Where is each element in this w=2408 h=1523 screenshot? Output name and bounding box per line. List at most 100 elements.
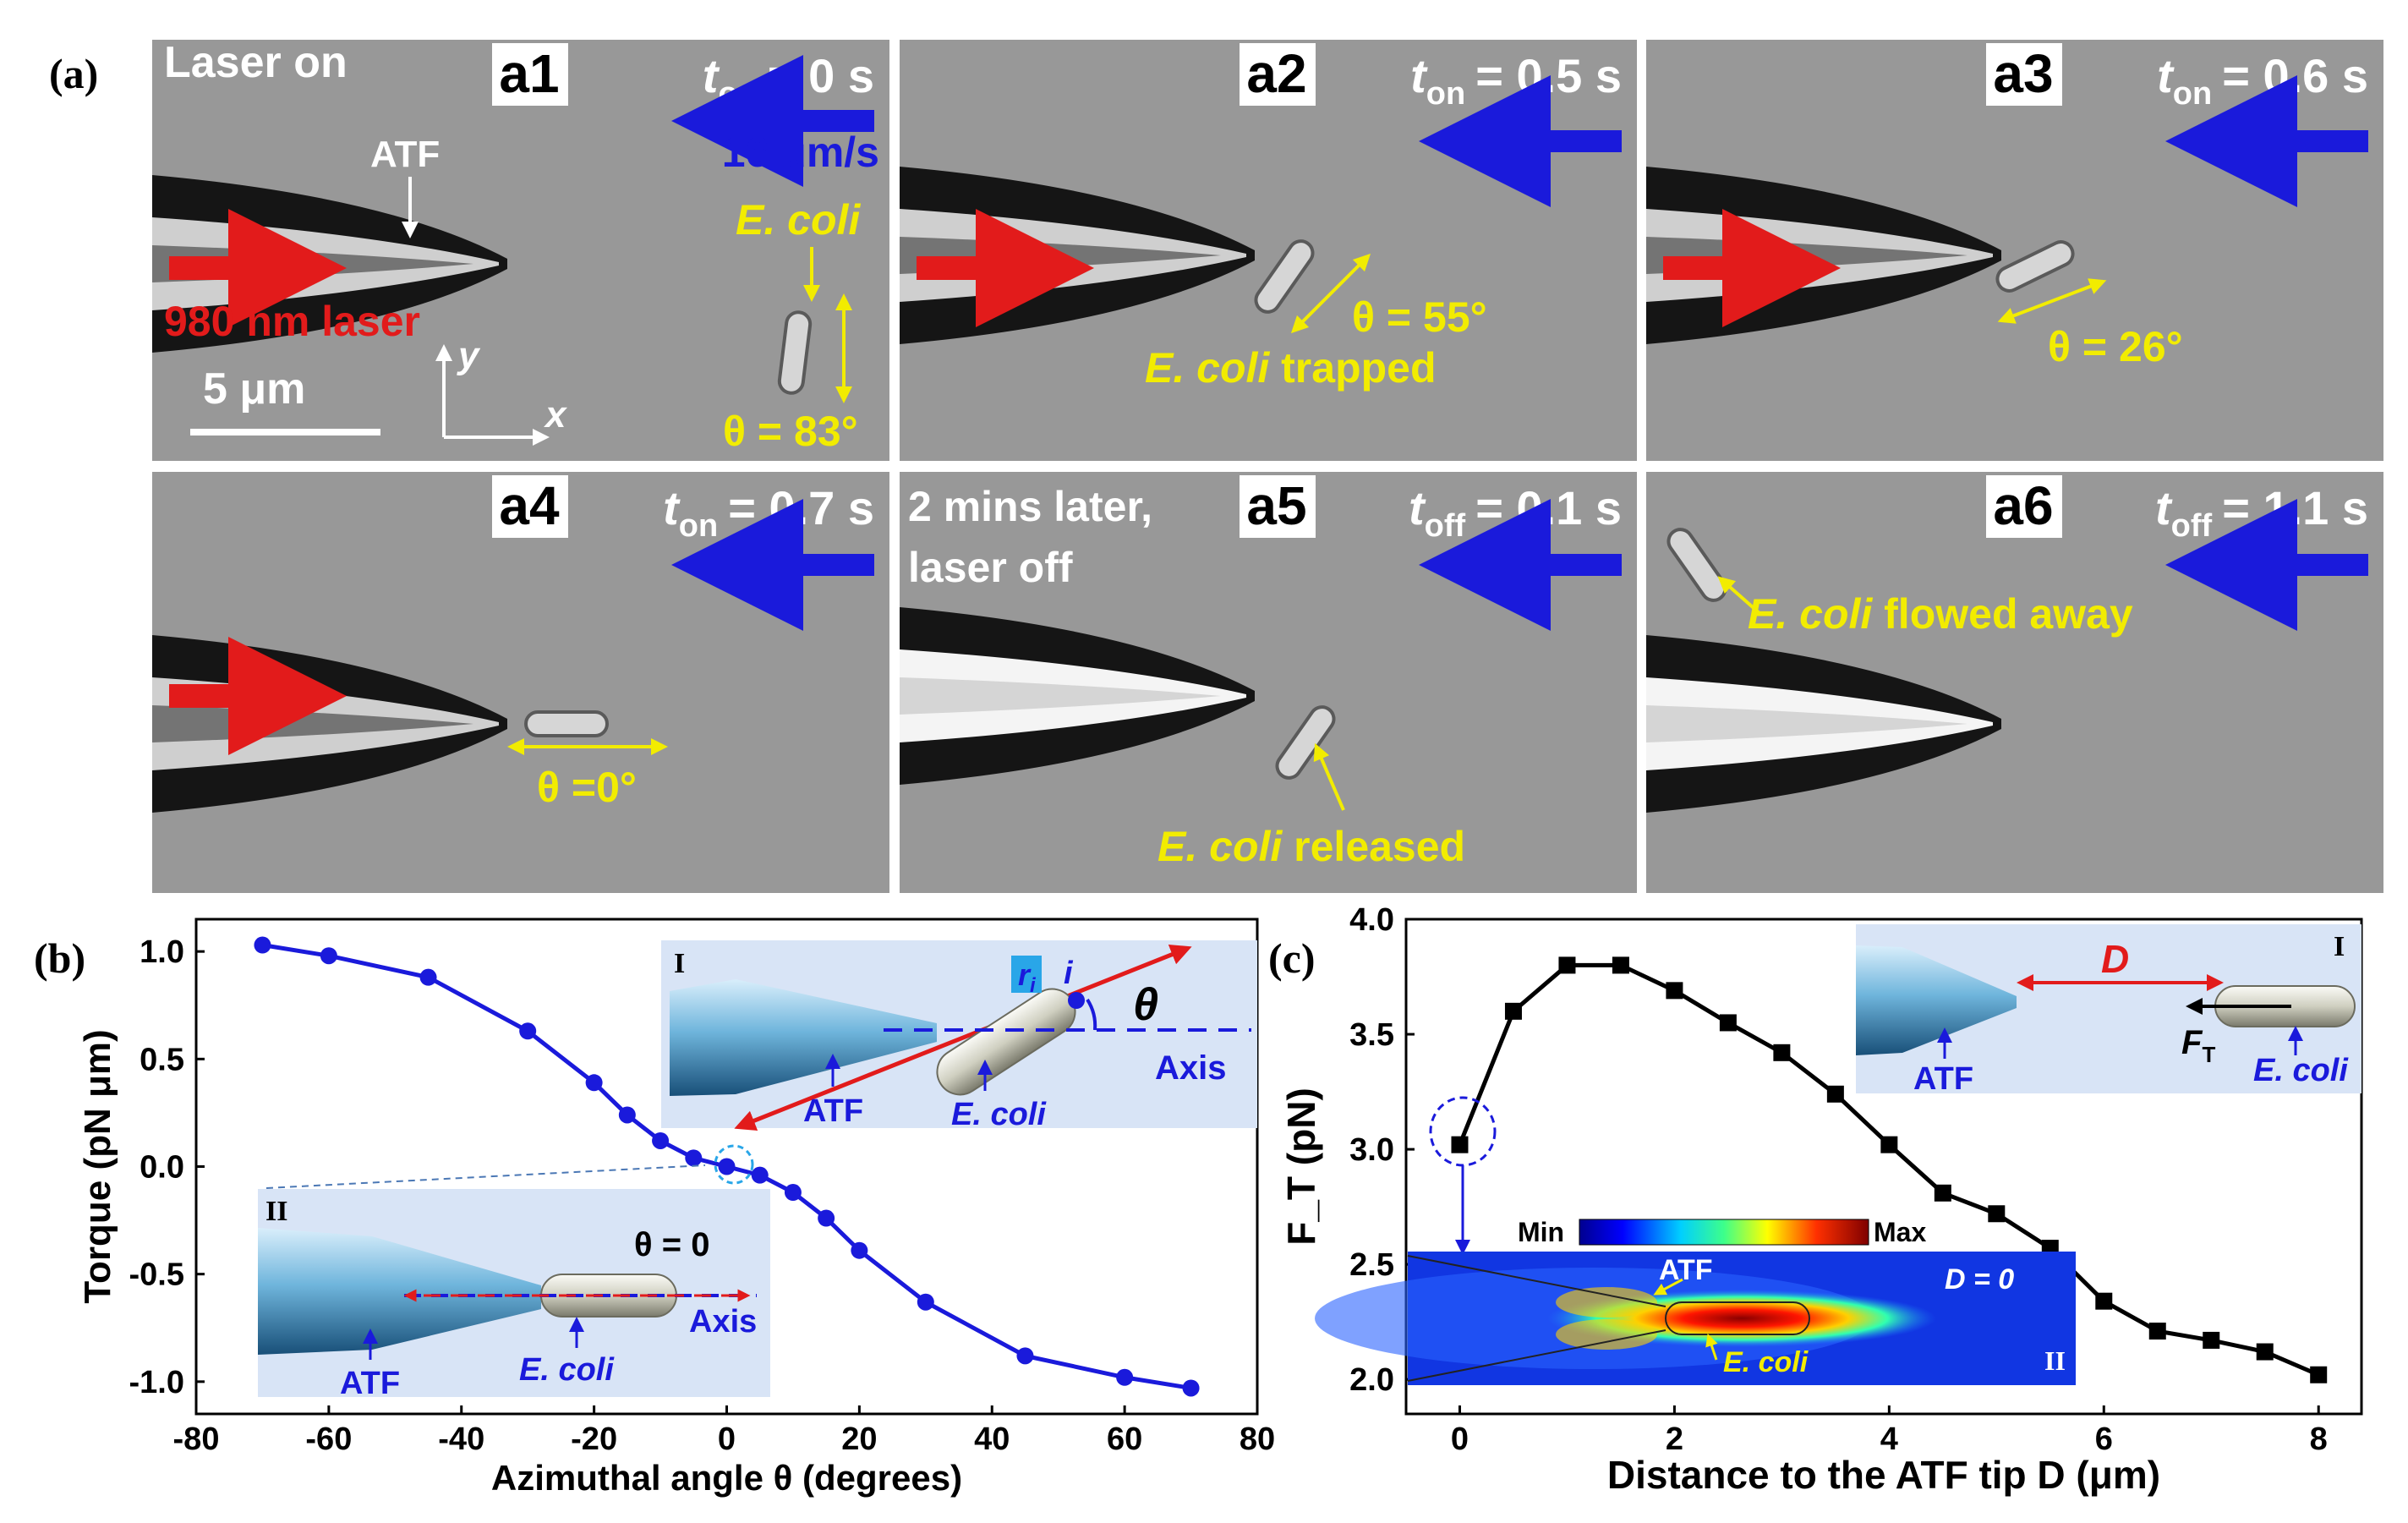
torque-chart: -80 -60 -40 -20 0 20 40 60 80 1.0 0.5 0.0 -0.5 -1.0 Az… [77, 918, 1275, 1498]
orientation-arrow [1290, 253, 1371, 334]
distance-zero-label: D = 0 [1945, 1263, 2014, 1296]
status-caption: E. coli trapped [1145, 344, 1437, 392]
colorbar-min-label: Min [1518, 1217, 1564, 1247]
x-axis-title: Distance to the ATF tip D (μm) [1607, 1453, 2160, 1497]
theta-angle-arc [1086, 998, 1097, 1031]
data-point [320, 947, 337, 965]
theta-label: θ =0° [537, 764, 637, 811]
atf-label: ATF [340, 1366, 400, 1401]
status-caption: E. coli flowed away [1748, 590, 2133, 638]
zoom-guide-line [265, 1164, 706, 1189]
ecoli-cell [777, 310, 813, 395]
x-tick-label: 4 [1880, 1422, 1898, 1457]
atf-tip-shape [258, 1228, 541, 1355]
frame-tag: a3 [1993, 43, 2053, 104]
scale-bar [190, 429, 380, 436]
data-point [419, 968, 437, 986]
x-tick-label: -80 [173, 1422, 220, 1457]
laser-wavelength-label: 980 nm laser [164, 298, 420, 345]
x-tick-label: 20 [841, 1422, 877, 1457]
colorbar-max-label: Max [1874, 1217, 1926, 1247]
atf-outline [1407, 1255, 1666, 1382]
y-tick-label: 1.0 [140, 934, 184, 970]
frame-tag-box [492, 43, 568, 106]
flow-speed-label: 16 μm/s [722, 129, 879, 176]
frame-tag: a4 [499, 475, 560, 536]
axis-label: Axis [689, 1304, 757, 1339]
y-tick-label: 2.5 [1349, 1247, 1394, 1283]
data-point [1016, 1347, 1034, 1365]
scale-bar-label: 5 μm [203, 364, 305, 414]
inset-roman-numeral: I [674, 948, 685, 979]
highlight-circle [1429, 1096, 1497, 1167]
laser-status-label-2: laser off [908, 544, 1073, 591]
data-point [585, 1074, 603, 1092]
data-point [1988, 1205, 2006, 1223]
element-point-marker [1068, 992, 1085, 1009]
data-point [1719, 1014, 1737, 1032]
y-tick-label: 3.5 [1349, 1017, 1394, 1053]
data-point [851, 1241, 868, 1259]
force-label: FT [2181, 1024, 2215, 1067]
ecoli-label: E. coli [2253, 1053, 2349, 1088]
ecoli-label: E. coli [1723, 1346, 1809, 1378]
frame-tag: a5 [1246, 475, 1306, 536]
ecoli-outline [1665, 1301, 1810, 1335]
theta-label: θ = 83° [723, 408, 858, 455]
x-tick-label: 40 [974, 1422, 1010, 1457]
data-point [2310, 1366, 2328, 1383]
x-axis-title: Azimuthal angle θ (degrees) [491, 1458, 962, 1498]
theta-label: θ = 55° [1352, 293, 1487, 341]
axis-label: Axis [1155, 1049, 1227, 1087]
ecoli-pointer [1717, 576, 1762, 616]
x-tick-label: 8 [2310, 1422, 2328, 1457]
fiber-center-shadow [900, 677, 1221, 715]
frame-tag-box [1240, 43, 1316, 106]
data-point [2256, 1343, 2274, 1361]
data-point [917, 1293, 934, 1311]
laser-status-label: 2 mins later, [908, 483, 1152, 530]
data-point [1934, 1184, 1951, 1202]
frame-tag-box [492, 475, 568, 538]
y-axis-label: y [457, 335, 481, 376]
y-axis-title: F_T (pN) [1279, 1087, 1323, 1246]
frame-tag-box [1986, 475, 2062, 538]
data-point [1773, 1044, 1791, 1061]
data-point [1504, 1002, 1522, 1020]
atf-tip-shape [1856, 945, 2017, 1055]
data-point [818, 1209, 835, 1227]
ecoli-label: E. coli [951, 1097, 1047, 1132]
y-tick-label: -0.5 [129, 1257, 184, 1293]
y-tick-label: 0.5 [140, 1042, 184, 1077]
data-point [784, 1184, 802, 1202]
y-tick-label: 0.0 [140, 1150, 184, 1186]
data-point [685, 1149, 703, 1167]
atf-label: ATF [803, 1093, 863, 1129]
data-point [1116, 1368, 1134, 1386]
data-point [2095, 1292, 2113, 1310]
x-tick-label: 2 [1666, 1422, 1683, 1457]
data-point [1182, 1379, 1200, 1397]
theta-label: θ = 26° [2048, 323, 2183, 370]
frame-tag-box [1986, 43, 2062, 106]
highlight-circle [714, 1144, 754, 1185]
data-point [519, 1022, 537, 1040]
panel-c-inset-1: I D FT ATF E. coli [1856, 924, 2361, 1097]
x-tick-label: 0 [718, 1422, 736, 1457]
panel-b-inset-2: II θ = 0 Axis ATF E. coli [258, 1164, 770, 1401]
frame-tag: a6 [1993, 475, 2053, 536]
force-direction-arrow [734, 945, 1192, 1131]
panel-c-label: (c) [1268, 934, 1316, 982]
micrograph-frame-4: a4 ton = 0.7 sθ =0° [152, 472, 889, 893]
frame-tag-box [1240, 475, 1316, 538]
ecoli-cell [524, 710, 609, 737]
field-lobe-lower [1556, 1319, 1657, 1350]
ecoli-pointer [1313, 742, 1345, 811]
x-tick-label: 80 [1240, 1422, 1275, 1457]
panel-a-label: (a) [49, 50, 98, 97]
plot-frame [1404, 918, 2363, 1416]
data-point [1612, 956, 1629, 974]
ecoli-cell [1666, 528, 1727, 602]
